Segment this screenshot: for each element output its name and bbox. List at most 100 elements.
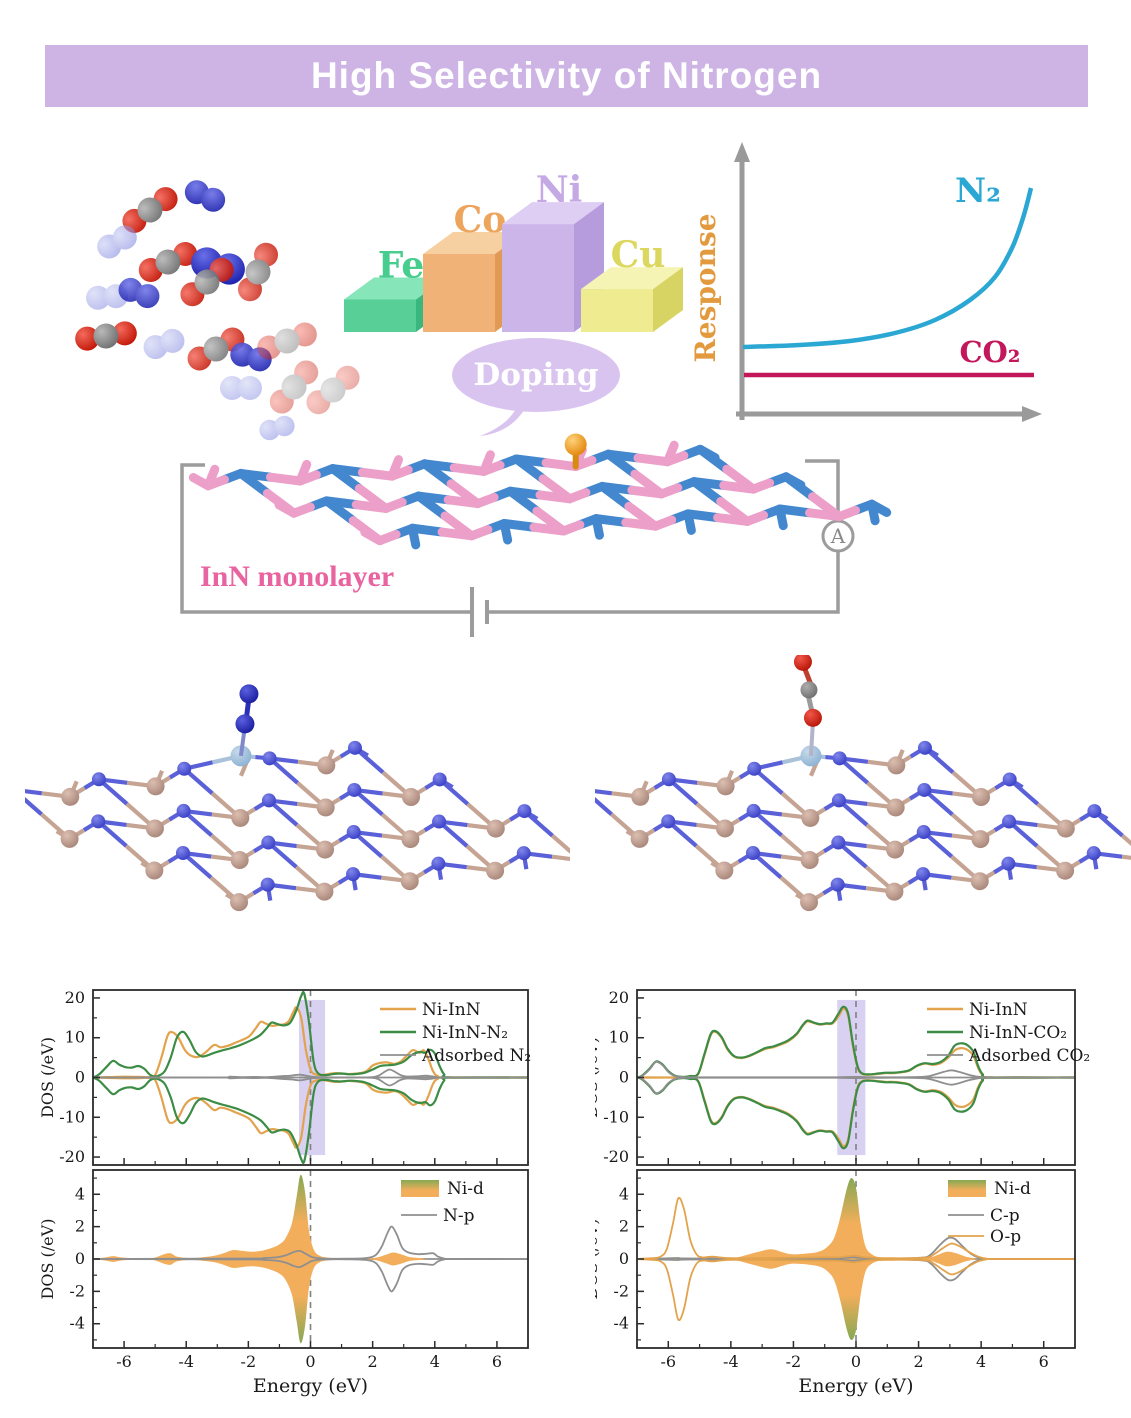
n-atom-icon	[346, 867, 361, 882]
series-Adsorbed N₂-down	[92, 1076, 529, 1087]
co2-molecule-icon	[257, 322, 317, 360]
series-Adsorbed CO₂-up	[636, 1060, 1075, 1079]
legend-item-Adsorbed CO₂: Adsorbed CO₂	[927, 1046, 1090, 1066]
n-atom-icon	[261, 793, 276, 808]
n-atom-icon	[830, 877, 845, 892]
ni-atom-icon	[230, 745, 252, 767]
n-atom-icon	[347, 782, 362, 797]
x-tick-label: -4	[178, 1352, 194, 1371]
co2-molecule-icon	[180, 257, 234, 307]
legend-label: Adsorbed N₂	[421, 1046, 531, 1066]
n-atom-icon	[917, 782, 932, 797]
n-atom-icon	[917, 740, 932, 755]
n-atom-icon	[176, 803, 191, 818]
n-atom-icon	[175, 845, 190, 860]
y-tick-label: -4	[613, 1314, 629, 1333]
n-atom-icon	[91, 814, 106, 829]
in-atom-icon	[885, 882, 904, 901]
dos-y-axis-label: DOS (/eV)	[595, 1219, 601, 1300]
energy-axis-label: Energy (eV)	[798, 1375, 913, 1397]
n2-molecule-icon	[184, 180, 226, 212]
y-tick-label: 0	[75, 1249, 85, 1268]
x-tick-label: 4	[430, 1352, 440, 1371]
n-atom-icon	[831, 835, 846, 850]
y-tick-label: 2	[75, 1217, 85, 1236]
y-tick-label: 20	[65, 988, 85, 1007]
in-atom-icon	[631, 787, 650, 806]
legend-item-Ni-InN-N₂: Ni-InN-N₂	[380, 1023, 508, 1043]
title-banner: High Selectivity of Nitrogen	[45, 45, 1088, 107]
y-tick-label: 2	[619, 1217, 629, 1236]
co2-molecule-icon	[306, 365, 360, 415]
legend-item-C-p: C-p	[948, 1206, 1020, 1226]
in-atom-icon	[61, 787, 80, 806]
x-tick-label: -2	[786, 1352, 802, 1371]
dos-y-axis-label: DOS (/eV)	[38, 1219, 57, 1300]
y-tick-label: 4	[619, 1184, 629, 1203]
series-Ni-d	[35, 1174, 528, 1344]
in-atom-icon	[486, 819, 505, 838]
n-atom-icon	[432, 814, 447, 829]
in-atom-icon	[231, 808, 250, 827]
n-atom-icon	[916, 825, 931, 840]
inn-lattice-ballstick	[25, 684, 570, 912]
series-Adsorbed CO₂-down	[636, 1076, 1075, 1095]
in-atom-icon	[230, 893, 249, 912]
structure-panel-adsorbed-co2	[595, 655, 1131, 912]
circuit-wires: A	[180, 459, 855, 637]
dos-panel-dos_co2_total: -20 -10 0 10 20 DOS (/eV) Ni-InN Ni-InN-CO₂ Adso…	[595, 988, 1090, 1166]
n-atom-icon	[517, 804, 532, 819]
n-atom-icon	[177, 761, 192, 776]
in-atom-icon	[800, 893, 819, 912]
y-tick-label: 10	[65, 1028, 85, 1047]
x-tick-label: 6	[492, 1352, 502, 1371]
n2-curve-label: N₂	[955, 171, 1001, 211]
doping-label: Doping	[473, 357, 599, 393]
co2-curve-label: CO₂	[959, 335, 1020, 369]
n-atom-icon	[832, 751, 847, 766]
dopant-atom-icon	[564, 433, 587, 456]
series-Ni-InN-N₂-up	[92, 990, 529, 1079]
y-tick-label: -10	[603, 1107, 629, 1126]
n-atom-icon	[746, 803, 761, 818]
bar-cu: Cu	[581, 234, 683, 332]
y-axis-arrow-icon	[734, 142, 750, 162]
x-tick-label: 0	[851, 1352, 861, 1371]
bar-label-fe: Fe	[378, 245, 425, 287]
n-atom-icon	[347, 740, 362, 755]
ni-atom-icon	[800, 745, 822, 767]
in-atom-icon	[801, 808, 820, 827]
x-axis-arrow-icon	[1022, 406, 1042, 422]
dos-y-axis-label: DOS (/eV)	[595, 1037, 601, 1118]
legend-item-Ni-d: Ni-d	[401, 1179, 484, 1199]
legend-label: C-p	[990, 1206, 1020, 1226]
series-O-p-down	[636, 1258, 1076, 1322]
series-O-p-up	[636, 1196, 1076, 1260]
n-atom-icon	[431, 856, 446, 871]
n-atom-icon	[346, 825, 361, 840]
speech-bubble-tail-icon	[480, 404, 524, 436]
n2-molecule-icon	[97, 225, 137, 259]
co2-molecule-icon	[237, 242, 279, 302]
legend-item-Ni-d: Ni-d	[948, 1179, 1031, 1199]
inn-monolayer-label: InN monolayer	[200, 560, 395, 593]
n-atom-icon	[1002, 814, 1017, 829]
legend-item-Ni-InN: Ni-InN	[927, 1000, 1028, 1020]
in-atom-icon	[146, 777, 165, 796]
adsorbed-o-atom-icon	[803, 708, 822, 727]
legend-label: Ni-InN	[422, 1000, 481, 1020]
in-atom-icon	[800, 851, 819, 870]
series-N-p-up	[92, 1225, 529, 1260]
in-atom-icon	[401, 830, 420, 849]
n-atom-icon	[831, 793, 846, 808]
n-atom-icon	[747, 761, 762, 776]
bar-label-ni: Ni	[536, 169, 583, 211]
n-atom-icon	[661, 772, 676, 787]
in-atom-icon	[486, 861, 505, 880]
x-tick-label: -6	[116, 1352, 132, 1371]
dopant-bar-chart: Fe Co Ni Cu	[344, 169, 683, 332]
y-tick-label: 0	[75, 1068, 85, 1087]
in-atom-icon	[316, 798, 335, 817]
